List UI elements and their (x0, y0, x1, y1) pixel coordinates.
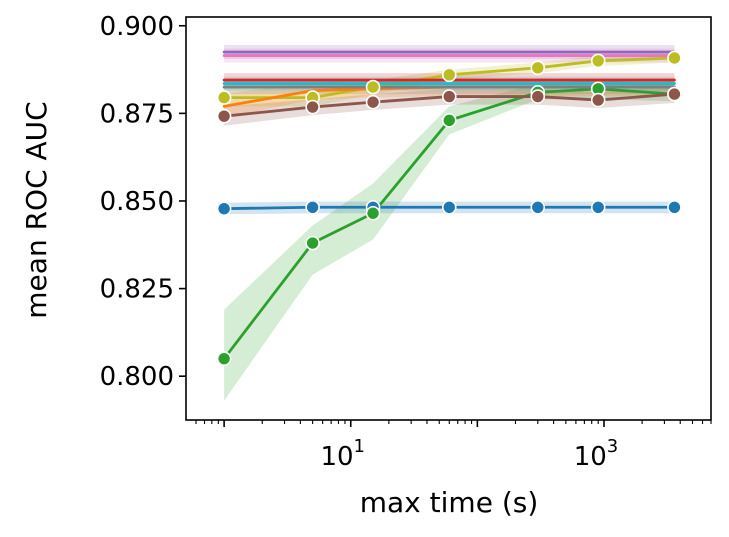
y-tick-label: 0.900 (100, 12, 174, 42)
y-axis-ticks: 0.800 0.825 0.850 0.875 0.900 (100, 12, 186, 392)
y-tick-label: 0.800 (100, 362, 174, 392)
y-axis-label: mean ROC AUC (20, 101, 53, 318)
data-point-series-3 (667, 50, 682, 66)
data-point-series-4 (667, 86, 682, 102)
plot-frame (185, 16, 712, 421)
data-point-series-4 (216, 108, 232, 124)
x-tick-label: 101 (320, 436, 365, 472)
data-point-series-1 (667, 199, 682, 215)
y-tick-label: 0.825 (100, 275, 174, 305)
y-tick-label: 0.850 (100, 187, 174, 217)
data-point-series-4 (530, 89, 546, 104)
confidence-band-series-4 (224, 85, 675, 126)
x-tick-label: 103 (574, 436, 619, 472)
y-tick-label: 0.875 (100, 99, 174, 129)
data-point-series-1 (590, 199, 606, 215)
data-point-series-3 (530, 60, 546, 76)
series-markers (216, 50, 682, 366)
data-point-series-3 (365, 79, 381, 95)
data-point-series-1 (305, 199, 320, 215)
data-point-series-4 (305, 99, 320, 115)
data-point-series-2 (441, 113, 457, 128)
data-point-series-1 (216, 201, 232, 216)
data-point-series-4 (590, 92, 606, 108)
data-point-series-1 (441, 199, 457, 215)
data-point-series-2 (216, 351, 232, 366)
x-axis-ticks: 101 103 (195, 420, 712, 472)
data-point-series-1 (530, 199, 546, 215)
data-point-series-3 (216, 90, 232, 105)
data-point-series-2 (365, 205, 381, 221)
data-point-series-3 (590, 53, 606, 69)
data-point-series-4 (365, 94, 381, 110)
data-point-series-2 (305, 235, 320, 251)
data-point-series-3 (441, 67, 457, 83)
x-axis-label: max time (s) (360, 486, 539, 519)
data-point-series-4 (441, 89, 457, 104)
